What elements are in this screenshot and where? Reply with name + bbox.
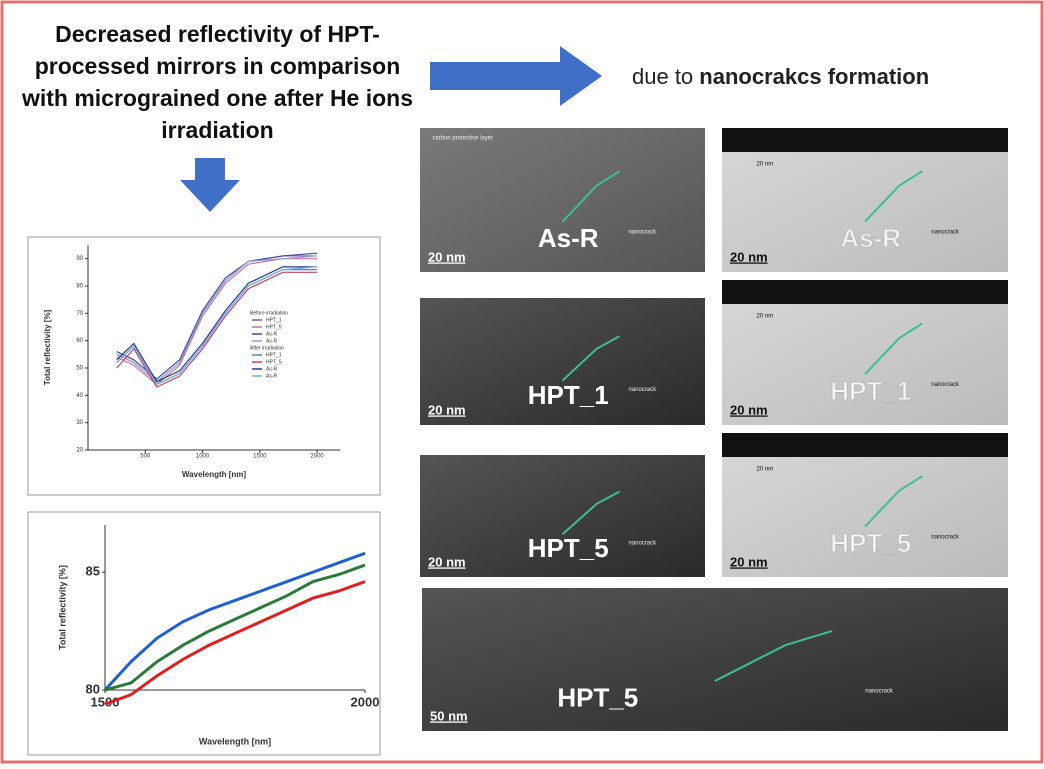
x-tick-label: 1500 — [253, 454, 267, 460]
y-tick-label: 40 — [76, 393, 83, 399]
y-tick-label: 30 — [76, 420, 83, 426]
y-tick-label: 20 — [76, 448, 83, 454]
scale-label: 20 nm — [730, 554, 768, 569]
cause-prefix: due to — [632, 64, 693, 89]
micrograph — [422, 588, 1008, 731]
y-tick-label: 70 — [76, 311, 83, 317]
scale-label: 20 nm — [428, 554, 466, 569]
annotation: nanocrack — [931, 382, 960, 388]
legend-label: HPT_5 — [266, 324, 282, 330]
legend-label: As-R — [266, 366, 278, 372]
y-tick-label: 80 — [76, 284, 83, 290]
scale-label: 20 nm — [428, 249, 466, 264]
legend-group: After irradiation — [250, 345, 284, 351]
legend-label: HPT_1 — [266, 352, 282, 358]
y-tick-label: 50 — [76, 366, 83, 372]
annotation: 20 nm — [757, 314, 774, 320]
sample-label: HPT_5 — [830, 528, 911, 558]
annotation: nanocrack — [931, 229, 960, 235]
annotation: nanocrack — [628, 540, 657, 546]
sample-label: HPT_5 — [528, 533, 609, 563]
legend-group: Before irradiation — [250, 310, 288, 316]
heading: Decreased reflectivity of HPT-processed … — [20, 18, 415, 146]
cause: due to nanocrakcs formation — [632, 64, 929, 89]
y-tick-label: 80 — [86, 681, 100, 696]
annotation: 20 nm — [757, 467, 774, 473]
x-tick-label: 2000 — [351, 694, 380, 709]
legend-label: HPT_5 — [266, 359, 282, 365]
protective-layer — [722, 433, 1008, 457]
annotation: nanocrack — [931, 534, 960, 540]
scale-label: 50 nm — [430, 708, 468, 723]
legend-label: HPT_1 — [266, 317, 282, 323]
annotation: carbon protective layer — [432, 136, 493, 142]
x-tick-label: 1000 — [196, 454, 210, 460]
y-tick-label: 90 — [76, 256, 83, 262]
sample-label: HPT_5 — [557, 682, 638, 712]
protective-layer — [722, 128, 1008, 152]
y-tick-label: 60 — [76, 338, 83, 344]
annotation: nanocrack — [628, 387, 657, 393]
legend-label: As-R — [266, 373, 278, 379]
scale-label: 20 nm — [730, 249, 768, 264]
scale-label: 20 nm — [730, 402, 768, 417]
x-axis-label: Wavelength [nm] — [199, 736, 271, 746]
y-axis-label: Total reflectivity [%] — [43, 309, 52, 385]
heading-box: Decreased reflectivity of HPT-processed … — [20, 18, 415, 158]
scale-label: 20 nm — [428, 402, 466, 417]
x-axis-label: Wavelength [nm] — [182, 470, 246, 479]
x-tick-label: 500 — [140, 454, 151, 460]
annotation: 20 nm — [757, 162, 774, 168]
sample-label: HPT_1 — [528, 380, 609, 410]
sample-label: As-R — [840, 223, 901, 253]
annotation: nanocrack — [865, 689, 894, 695]
slide: Decreased reflectivity of HPT-processed … — [0, 0, 1044, 764]
y-axis-label: Total reflectivity [%] — [57, 565, 67, 650]
x-tick-label: 2000 — [310, 454, 324, 460]
y-tick-label: 85 — [86, 564, 100, 579]
sample-label: As-R — [538, 223, 599, 253]
legend-label: As-R — [266, 338, 278, 344]
annotation: nanocrack — [628, 229, 657, 235]
sample-label: HPT_1 — [830, 376, 911, 406]
cause-bold: nanocrakcs formation — [699, 64, 929, 89]
legend-label: As-R — [266, 331, 278, 337]
protective-layer — [722, 280, 1008, 304]
